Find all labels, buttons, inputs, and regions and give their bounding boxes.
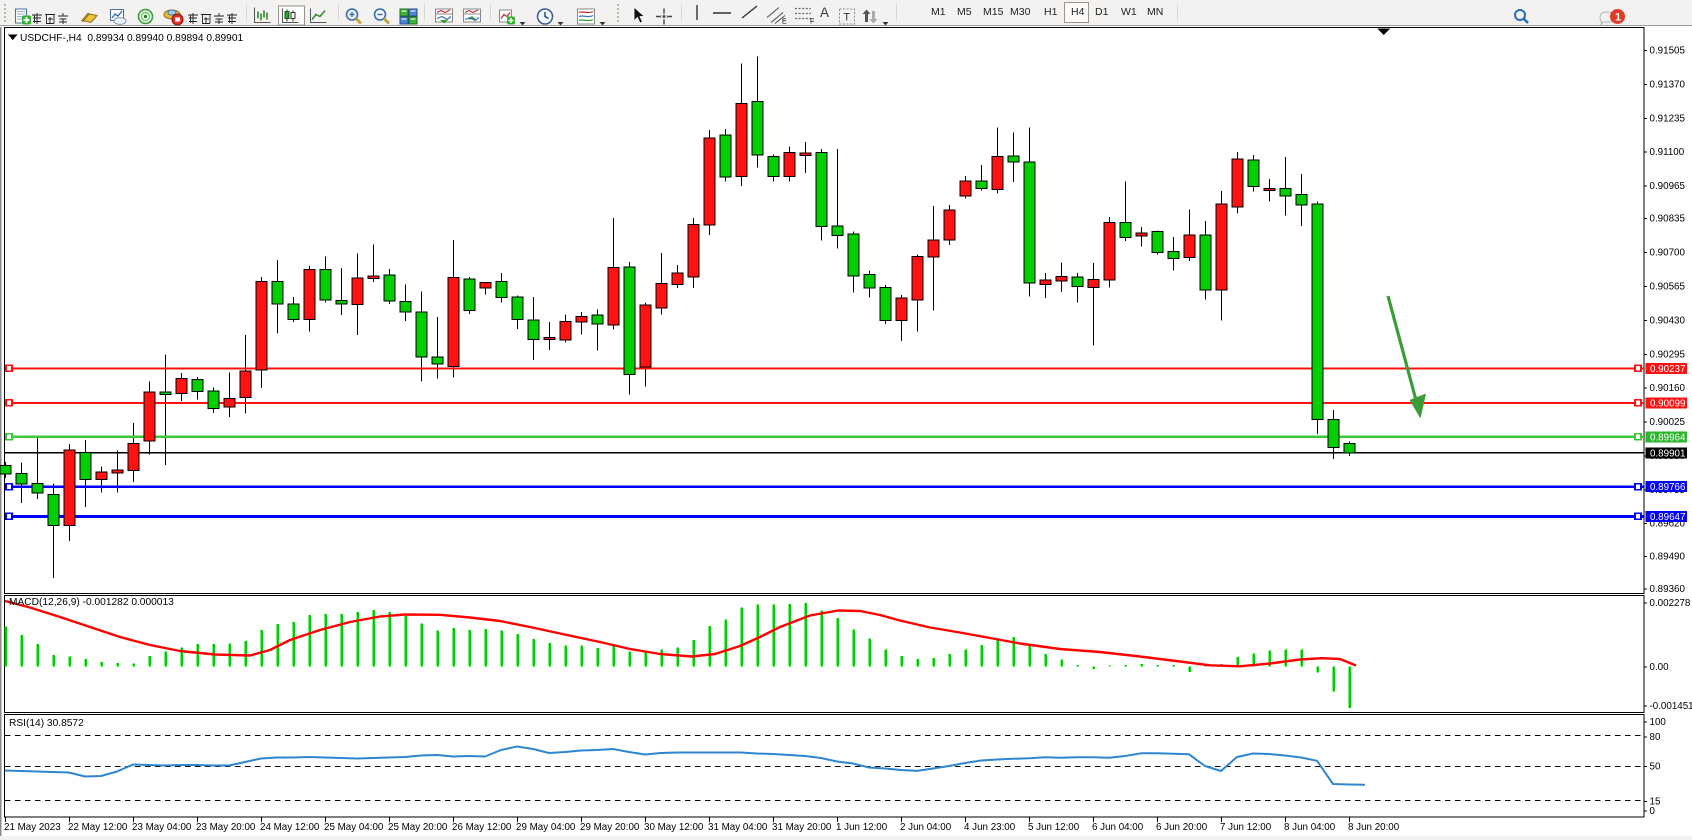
svg-text:0.90099: 0.90099 xyxy=(1650,398,1685,409)
svg-text:25 May 04:00: 25 May 04:00 xyxy=(324,822,384,833)
svg-text:0.90160: 0.90160 xyxy=(1650,383,1686,394)
svg-text:21 May 2023: 21 May 2023 xyxy=(4,822,61,833)
svg-text:RSI(14) 30.8572: RSI(14) 30.8572 xyxy=(9,718,84,729)
svg-text:0.002278: 0.002278 xyxy=(1650,598,1691,609)
svg-text:0.89490: 0.89490 xyxy=(1650,551,1686,562)
svg-text:8 Jun 04:00: 8 Jun 04:00 xyxy=(1284,822,1336,833)
svg-text:6 Jun 04:00: 6 Jun 04:00 xyxy=(1092,822,1144,833)
svg-text:0.90295: 0.90295 xyxy=(1650,349,1686,360)
svg-text:6 Jun 20:00: 6 Jun 20:00 xyxy=(1156,822,1208,833)
svg-text:1 Jun 12:00: 1 Jun 12:00 xyxy=(836,822,888,833)
svg-text:MACD(12,26,9) -0.001282 0.0000: MACD(12,26,9) -0.001282 0.000013 xyxy=(9,597,174,608)
svg-text:0.91235: 0.91235 xyxy=(1650,113,1686,124)
svg-text:5 Jun 12:00: 5 Jun 12:00 xyxy=(1028,822,1080,833)
svg-text:31 May 20:00: 31 May 20:00 xyxy=(772,822,832,833)
svg-text:1: 1 xyxy=(1615,12,1621,24)
svg-text:23 May 04:00: 23 May 04:00 xyxy=(132,822,192,833)
svg-text:7 Jun 12:00: 7 Jun 12:00 xyxy=(1220,822,1272,833)
svg-text:22 May 12:00: 22 May 12:00 xyxy=(68,822,128,833)
svg-text:100: 100 xyxy=(1650,717,1667,728)
svg-text:0.91370: 0.91370 xyxy=(1650,79,1686,90)
svg-text:0.90430: 0.90430 xyxy=(1650,315,1686,326)
svg-text:0.00: 0.00 xyxy=(1650,662,1670,673)
svg-text:0: 0 xyxy=(1650,806,1656,817)
svg-text:0.90965: 0.90965 xyxy=(1650,181,1686,192)
svg-text:0.90237: 0.90237 xyxy=(1650,364,1685,375)
svg-text:0.90025: 0.90025 xyxy=(1650,417,1686,428)
svg-text:F: F xyxy=(810,19,814,26)
svg-text:-0.001451: -0.001451 xyxy=(1650,701,1692,712)
svg-text:31 May 04:00: 31 May 04:00 xyxy=(708,822,768,833)
svg-text:29 May 04:00: 29 May 04:00 xyxy=(516,822,576,833)
svg-text:0.89766: 0.89766 xyxy=(1650,482,1686,493)
svg-text:0.91505: 0.91505 xyxy=(1650,46,1686,57)
svg-text:8 Jun 20:00: 8 Jun 20:00 xyxy=(1348,822,1400,833)
svg-text:50: 50 xyxy=(1650,762,1661,773)
svg-text:29 May 20:00: 29 May 20:00 xyxy=(580,822,640,833)
svg-text:T: T xyxy=(843,12,850,24)
svg-text:0.91100: 0.91100 xyxy=(1650,147,1685,158)
svg-text:0.89647: 0.89647 xyxy=(1650,512,1685,523)
svg-text:0.89901: 0.89901 xyxy=(1650,448,1685,459)
svg-text:15: 15 xyxy=(1650,797,1661,808)
svg-text:0.90700: 0.90700 xyxy=(1650,248,1686,259)
svg-text:USDCHF-,H4 0.89934 0.89940 0.: USDCHF-,H4 0.89934 0.89940 0.89894 0.899… xyxy=(20,33,243,44)
svg-text:25 May 20:00: 25 May 20:00 xyxy=(388,822,448,833)
svg-text:24 May 12:00: 24 May 12:00 xyxy=(260,822,320,833)
svg-text:0.90835: 0.90835 xyxy=(1650,214,1686,225)
svg-text:4 Jun 23:00: 4 Jun 23:00 xyxy=(964,822,1016,833)
svg-text:0.90565: 0.90565 xyxy=(1650,282,1686,293)
svg-text:0.89964: 0.89964 xyxy=(1650,432,1686,443)
svg-text:2 Jun 04:00: 2 Jun 04:00 xyxy=(900,822,952,833)
svg-text:23 May 20:00: 23 May 20:00 xyxy=(196,822,256,833)
svg-text:0.89620: 0.89620 xyxy=(1650,519,1686,530)
svg-text:30 May 12:00: 30 May 12:00 xyxy=(644,822,704,833)
svg-text:0.89360: 0.89360 xyxy=(1650,584,1686,595)
svg-text:80: 80 xyxy=(1650,732,1661,743)
svg-text:E: E xyxy=(782,19,787,26)
svg-text:26 May 12:00: 26 May 12:00 xyxy=(452,822,512,833)
